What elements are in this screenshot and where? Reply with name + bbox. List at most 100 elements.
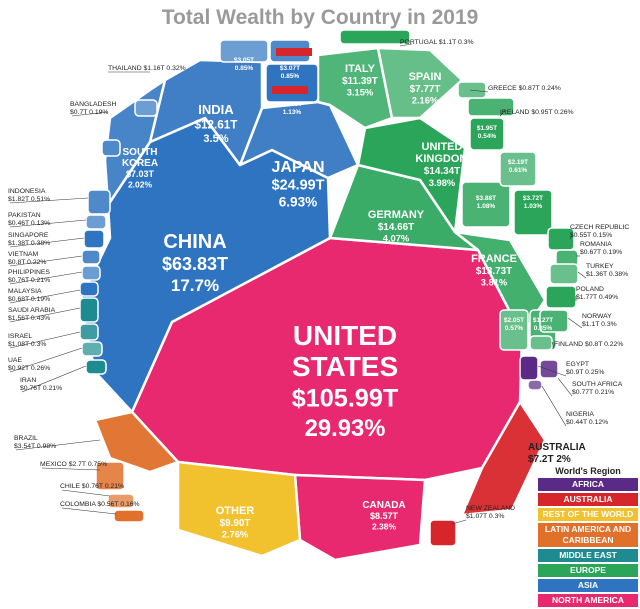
callout-mexico: MEXICO $2.7T 0.75%	[40, 461, 107, 471]
callout-finland-leader	[551, 341, 555, 349]
cell-labels: UNITEDSTATES$105.99T29.93%CHINA$63.83T17…	[122, 57, 553, 540]
cell-nigeria	[527, 379, 543, 391]
tiny-switzerland-share: 1.08%	[477, 203, 496, 210]
cell-portugal	[339, 29, 411, 45]
cell-other	[176, 460, 302, 558]
legend-item-australia: AUSTRALIA	[538, 493, 638, 506]
tiny-hong-kong-share: 1.13%	[283, 109, 302, 116]
cell-iran	[85, 359, 107, 375]
callout-iran: IRAN$0.76T 0.21%	[20, 365, 87, 393]
label-south-korea-value: $7.03T	[126, 169, 155, 179]
label-canada-name: CANADA	[362, 500, 405, 511]
legend-items: AFRICA AUSTRALIA REST OF THE WORLD LATIN AM…	[538, 478, 638, 607]
callout-pakistan-values: $0.46T 0.13%	[8, 220, 50, 227]
label-japan-name: JAPAN	[271, 159, 324, 176]
callout-greece-leader	[469, 89, 489, 93]
callout-iran-leader	[21, 365, 87, 393]
legend: World's Region AFRICA AUSTRALIA REST OF TH…	[538, 466, 638, 609]
cell-turkey	[549, 263, 579, 285]
tiny-denmark-value: $1.27T	[533, 317, 553, 324]
label-spain-value: $7.77T	[410, 84, 441, 95]
chart-title: Total Wealth by Country in 2019	[161, 6, 479, 29]
label-italy-value: $11.39T	[342, 76, 378, 87]
callout-australia-name: AUSTRALIA	[528, 442, 586, 453]
label-spain-share: 2.16%	[412, 96, 439, 106]
callout-vietnam-values: $0.8T 0.22%	[8, 259, 46, 266]
label-united-states-share: 29.93%	[305, 415, 386, 442]
callout-portugal: PORTUGAL $1.1T 0.3%	[399, 39, 474, 47]
label-south-korea-name: KOREA	[122, 158, 158, 169]
callout-south-africa-text: SOUTH AFRICA	[572, 381, 623, 388]
tiny-netherlands-share: 1.03%	[524, 203, 543, 210]
callout-israel-leader	[9, 331, 81, 349]
callout-turkey-text: TURKEY	[586, 263, 614, 270]
cell-flag-hong-kong	[272, 86, 308, 94]
callout-poland-text: POLAND	[576, 286, 604, 293]
callout-nigeria-leader	[541, 385, 567, 427]
tiny-austria-share: 0.54%	[478, 133, 497, 140]
callout-vietnam-text: VIETNAM	[8, 251, 39, 258]
callout-romania: ROMANIA$0.67T 0.19%	[576, 241, 622, 257]
callout-colombia: COLOMBIA $0.56T 0.16%	[60, 501, 140, 515]
callout-indonesia-text: INDONESIA	[8, 188, 46, 195]
callout-bangladesh: BANGLADESH$0.7T 0.19%	[70, 101, 117, 117]
cell-spain	[376, 46, 464, 120]
tiny-taiwan-share: 0.85%	[281, 73, 300, 80]
cell-brazil	[93, 410, 180, 474]
callout-egypt-text: EGYPT	[566, 361, 589, 368]
legend-item-europe: EUROPE	[538, 564, 638, 577]
tiny-sweden-value: $2.05T	[504, 317, 524, 324]
callout-singapore-leader	[9, 237, 85, 248]
callout-romania-values: $0.67T 0.19%	[580, 249, 622, 256]
cell-south-africa	[539, 359, 559, 379]
cell-saudi-arabia	[79, 297, 99, 323]
callout-philippines-values: $0.76T 0.21%	[8, 277, 50, 284]
cells-layer	[63, 29, 579, 562]
cell-india	[148, 58, 264, 167]
callout-ireland-text: IRELAND $0.95T 0.26%	[500, 109, 574, 116]
callout-poland-values: $1.77T 0.49%	[576, 294, 618, 301]
label-germany-name: GERMANY	[368, 209, 425, 221]
callout-uae: UAE$0.92T 0.26%	[8, 347, 83, 373]
tiny-netherlands-value: $3.72T	[523, 195, 543, 202]
callout-uae-text: UAE	[8, 357, 22, 364]
cell-ireland	[467, 97, 515, 117]
cell-norway	[539, 309, 569, 333]
callout-philippines: PHILIPPINES$0.76T 0.21%	[8, 269, 83, 285]
label-canada-value: $8.57T	[370, 511, 399, 521]
callout-new-zealand-text: NEW ZEALAND	[466, 505, 515, 512]
label-united-kingdom-share: 3.98%	[429, 178, 456, 188]
callout-greece: GREECE $0.87T 0.24%	[469, 85, 561, 93]
callout-poland: POLAND$1.77T 0.49%	[575, 286, 618, 301]
callout-egypt-values: $0.9T 0.25%	[566, 369, 604, 376]
callout-turkey-leader	[577, 271, 587, 279]
legend-item-middle-east: MIDDLE EAST	[538, 549, 638, 562]
callout-saudi-arabia-leader	[9, 307, 81, 323]
voronoi-wealth-chart: UNITEDSTATES$105.99T29.93%CHINA$63.83T17…	[8, 29, 629, 562]
callout-norway-values: $1.1T 0.3%	[582, 321, 617, 328]
tiny-switzerland-value: $3.88T	[476, 195, 496, 202]
callout-mexico-leader	[41, 467, 101, 471]
tiny-belgium-share: 0.61%	[509, 167, 528, 174]
callout-egypt-leader	[537, 365, 567, 377]
callout-czech-republic: CZECH REPUBLIC$0.55T 0.15%	[569, 224, 629, 240]
label-france-name: FRANCE	[471, 253, 517, 265]
callout-brazil-leader	[15, 439, 101, 451]
callout-brazil-values: $3.54T 0.98%	[14, 443, 56, 450]
label-spain-name: SPAIN	[409, 71, 442, 83]
cell-russia	[219, 39, 269, 63]
cell-mexico	[95, 461, 125, 491]
cell-poland	[545, 285, 577, 309]
label-united-states-name: STATES	[292, 351, 398, 382]
cell-malaysia	[79, 281, 99, 297]
callout-turkey: TURKEY$1.36T 0.38%	[577, 263, 628, 279]
callout-greece-text: GREECE $0.87T 0.24%	[488, 85, 561, 92]
callout-pakistan: PAKISTAN$0.46T 0.13%	[8, 212, 87, 228]
callout-pakistan-leader	[9, 219, 87, 228]
